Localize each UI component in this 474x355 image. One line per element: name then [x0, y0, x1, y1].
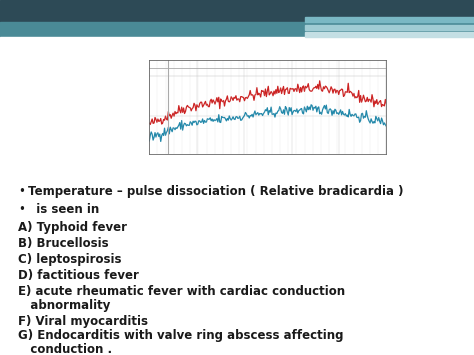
Text: •: •: [18, 185, 25, 198]
Text: abnormality: abnormality: [18, 299, 110, 312]
Text: G) Endocarditis with valve ring abscess affecting: G) Endocarditis with valve ring abscess …: [18, 329, 344, 342]
Text: is seen in: is seen in: [28, 203, 99, 216]
Text: conduction .: conduction .: [18, 343, 112, 355]
Bar: [305, 17, 474, 22]
Bar: [305, 25, 474, 30]
Text: F) Viral myocarditis: F) Viral myocarditis: [18, 315, 148, 328]
Text: Temperature – pulse dissociation ( Relative bradicardia ): Temperature – pulse dissociation ( Relat…: [28, 185, 403, 198]
Bar: [0, 37, 474, 355]
Text: B) Brucellosis: B) Brucellosis: [18, 237, 109, 250]
Bar: [305, 32, 474, 37]
Text: E) acute rheumatic fever with cardiac conduction: E) acute rheumatic fever with cardiac co…: [18, 285, 345, 298]
Text: •: •: [18, 203, 25, 216]
Bar: [0, 22, 474, 37]
Text: C) leptospirosis: C) leptospirosis: [18, 253, 121, 266]
Bar: [0, 0, 474, 22]
Text: D) factitious fever: D) factitious fever: [18, 269, 139, 282]
Text: A) Typhoid fever: A) Typhoid fever: [18, 221, 127, 234]
